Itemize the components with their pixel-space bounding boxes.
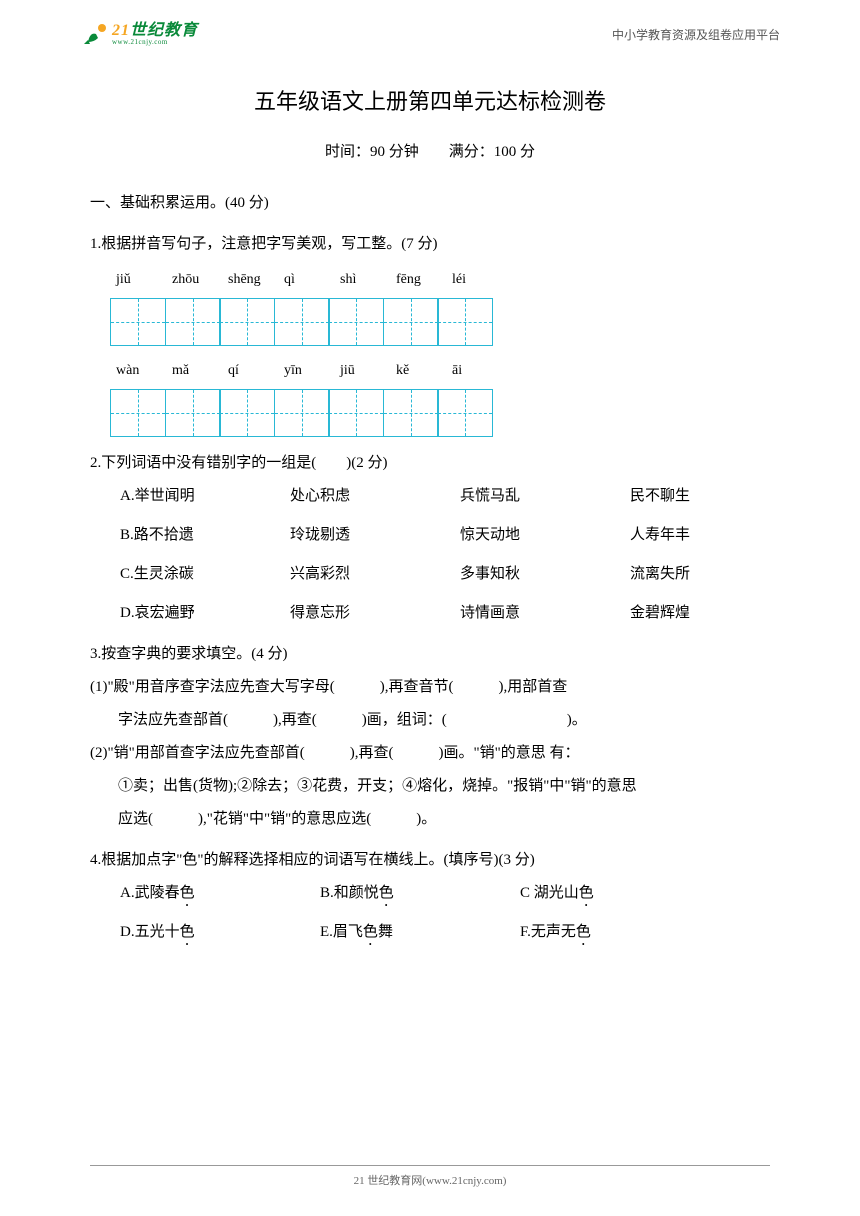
- pinyin: mǎ: [166, 356, 222, 387]
- option: A.举世闻明: [120, 480, 290, 513]
- time-value: 90 分钟: [370, 144, 419, 160]
- option: C 湖光山色: [520, 877, 720, 910]
- pinyin: shēng: [222, 265, 278, 296]
- logo-url: www.21cnjy.com: [112, 39, 198, 46]
- option: 金碧辉煌: [630, 597, 780, 630]
- question-1: 1.根据拼音写句子，注意把字写美观，写工整。(7 分) jiǔ zhōu shē…: [90, 228, 770, 437]
- option: 处心积虑: [290, 480, 460, 513]
- tian-cell[interactable]: [219, 389, 275, 437]
- pinyin-row-1: jiǔ zhōu shēng qì shì fēng léi: [110, 265, 770, 296]
- tian-cell[interactable]: [437, 298, 493, 346]
- pinyin: āi: [446, 356, 502, 387]
- logo-prefix: 21: [112, 22, 130, 39]
- section-1-title: 一、基础积累运用。(40 分): [90, 187, 770, 220]
- tian-cell[interactable]: [383, 389, 439, 437]
- footer-text: 21 世纪教育网(www.21cnjy.com): [0, 1172, 860, 1188]
- pinyin: qì: [278, 265, 334, 296]
- q3-sub2b: ①卖；出售(货物);②除去；③花费，开支；④熔化，烧掉。"报销"中"销"的意思: [90, 770, 770, 803]
- q3-sub2c: 应选( ),"花销"中"销"的意思应选( )。: [90, 803, 770, 836]
- option: 兵慌马乱: [460, 480, 630, 513]
- writing-grid-2[interactable]: [110, 389, 770, 437]
- logo-icon: [80, 20, 108, 48]
- q3-text: 3.按查字典的要求填空。(4 分): [90, 638, 770, 671]
- pinyin: yīn: [278, 356, 334, 387]
- option: 民不聊生: [630, 480, 780, 513]
- q3-sub1a: (1)"殿"用音序查字法应先查大写字母( ),再查音节( ),用部首查: [90, 671, 770, 704]
- header-platform-text: 中小学教育资源及组卷应用平台: [612, 26, 780, 43]
- tian-cell[interactable]: [165, 298, 221, 346]
- pinyin: wàn: [110, 356, 166, 387]
- pinyin: jiǔ: [110, 265, 166, 296]
- tian-cell[interactable]: [165, 389, 221, 437]
- option: F.无声无色: [520, 916, 720, 949]
- option: 兴高彩烈: [290, 558, 460, 591]
- time-label: 时间：: [325, 144, 370, 160]
- page-title: 五年级语文上册第四单元达标检测卷: [90, 78, 770, 126]
- tian-cell[interactable]: [383, 298, 439, 346]
- tian-cell[interactable]: [110, 298, 166, 346]
- site-logo: 21世纪教育 www.21cnjy.com: [80, 20, 198, 48]
- option: B.路不拾遗: [120, 519, 290, 552]
- q3-sub1b: 字法应先查部首( ),再查( )画，组词：( )。: [90, 704, 770, 737]
- option: 诗情画意: [460, 597, 630, 630]
- option: C.生灵涂碳: [120, 558, 290, 591]
- pinyin: léi: [446, 265, 502, 296]
- option: B.和颜悦色: [320, 877, 520, 910]
- option: D.哀宏遍野: [120, 597, 290, 630]
- tian-cell[interactable]: [110, 389, 166, 437]
- option: D.五光十色: [120, 916, 320, 949]
- option: 人寿年丰: [630, 519, 780, 552]
- writing-grid-1[interactable]: [110, 298, 770, 346]
- question-3: 3.按查字典的要求填空。(4 分) (1)"殿"用音序查字法应先查大写字母( )…: [90, 638, 770, 836]
- q4-options: A.武陵春色 B.和颜悦色 C 湖光山色 D.五光十色 E.眉飞色舞 F.无声无…: [120, 877, 770, 949]
- option: 得意忘形: [290, 597, 460, 630]
- logo-main-text: 世纪教育: [130, 22, 198, 39]
- pinyin: jiū: [334, 356, 390, 387]
- q4-text: 4.根据加点字"色"的解释选择相应的词语写在横线上。(填序号)(3 分): [90, 844, 770, 877]
- footer-divider: [90, 1165, 770, 1166]
- option: 流离失所: [630, 558, 780, 591]
- pinyin: fēng: [390, 265, 446, 296]
- pinyin: kě: [390, 356, 446, 387]
- tian-cell[interactable]: [219, 298, 275, 346]
- pinyin: shì: [334, 265, 390, 296]
- q2-options: A.举世闻明 处心积虑 兵慌马乱 民不聊生 B.路不拾遗 玲珑剔透 惊天动地 人…: [120, 480, 770, 630]
- page-footer: 21 世纪教育网(www.21cnjy.com): [0, 1165, 860, 1188]
- option: 惊天动地: [460, 519, 630, 552]
- q1-text: 1.根据拼音写句子，注意把字写美观，写工整。(7 分): [90, 228, 770, 261]
- option: 多事知秋: [460, 558, 630, 591]
- pinyin: zhōu: [166, 265, 222, 296]
- tian-cell[interactable]: [274, 298, 330, 346]
- question-2: 2.下列词语中没有错别字的一组是( )(2 分) A.举世闻明 处心积虑 兵慌马…: [90, 447, 770, 630]
- question-4: 4.根据加点字"色"的解释选择相应的词语写在横线上。(填序号)(3 分) A.武…: [90, 844, 770, 949]
- score-label: 满分：: [449, 144, 494, 160]
- option: E.眉飞色舞: [320, 916, 520, 949]
- tian-cell[interactable]: [437, 389, 493, 437]
- option: A.武陵春色: [120, 877, 320, 910]
- tian-cell[interactable]: [274, 389, 330, 437]
- q3-sub2a: (2)"销"用部首查字法应先查部首( ),再查( )画。"销"的意思 有：: [90, 737, 770, 770]
- option: 玲珑剔透: [290, 519, 460, 552]
- pinyin: qí: [222, 356, 278, 387]
- exam-info: 时间：90 分钟 满分：100 分: [90, 136, 770, 169]
- score-value: 100 分: [494, 144, 535, 160]
- q2-text: 2.下列词语中没有错别字的一组是( )(2 分): [90, 447, 770, 480]
- tian-cell[interactable]: [328, 389, 384, 437]
- tian-cell[interactable]: [328, 298, 384, 346]
- pinyin-row-2: wàn mǎ qí yīn jiū kě āi: [110, 356, 770, 387]
